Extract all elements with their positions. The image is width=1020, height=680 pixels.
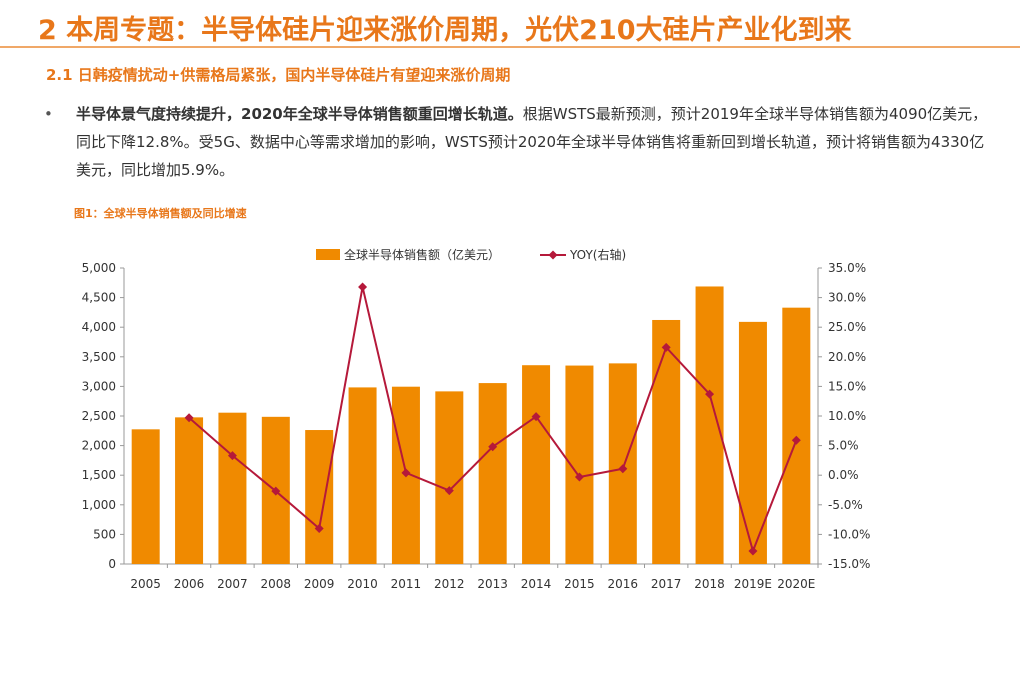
- legend-swatch-sales: [316, 249, 340, 260]
- x-axis-tick-label: 2010: [347, 577, 378, 591]
- x-axis-tick-label: 2017: [651, 577, 682, 591]
- bar: [522, 365, 551, 564]
- x-axis-tick-label: 2018: [694, 577, 725, 591]
- yoy-point: [791, 435, 801, 445]
- x-axis-tick-label: 2011: [391, 577, 422, 591]
- yoy-point: [574, 472, 584, 482]
- legend-marker-yoy: [548, 250, 558, 260]
- title-divider: [0, 46, 1020, 48]
- yoy-point: [748, 546, 758, 556]
- yoy-point: [271, 486, 281, 496]
- x-axis-tick-label: 2005: [130, 577, 161, 591]
- right-axis-tick-label: 30.0%: [828, 291, 866, 305]
- x-axis-tick-label: 2016: [608, 577, 639, 591]
- yoy-point: [314, 523, 324, 533]
- yoy-point: [661, 342, 671, 352]
- bullet-body: 根据WSTS最新预测，预计2019年全球半导体销售额为4090亿美元，同比下降1…: [76, 105, 988, 179]
- x-axis-tick-label: 2007: [217, 577, 248, 591]
- yoy-point: [227, 451, 237, 461]
- left-axis-tick-label: 0: [108, 557, 116, 571]
- yoy-point: [401, 468, 411, 478]
- left-axis-tick-label: 2,000: [82, 439, 116, 453]
- right-axis-tick-label: 15.0%: [828, 379, 866, 393]
- left-axis-tick-label: 2,500: [82, 409, 116, 423]
- left-axis-tick-label: 5,000: [82, 261, 116, 275]
- bullet-lead: 半导体景气度持续提升，2020年全球半导体销售额重回增长轨道。: [76, 105, 523, 123]
- bar: [652, 319, 681, 564]
- right-axis-tick-label: 0.0%: [828, 468, 859, 482]
- legend-label-sales: 全球半导体销售额（亿美元）: [344, 247, 500, 262]
- page-title: 2 本周专题：半导体硅片迎来涨价周期，光伏210大硅片产业化到来: [38, 15, 852, 46]
- right-axis-tick-label: -10.0%: [828, 527, 870, 541]
- right-axis-tick-label: -15.0%: [828, 557, 870, 571]
- bar: [478, 383, 507, 564]
- x-axis-tick-label: 2020E: [777, 577, 815, 591]
- yoy-point: [444, 486, 454, 496]
- figure-caption: 图1：全球半导体销售额及同比增速: [74, 207, 247, 220]
- bar: [738, 321, 767, 564]
- bar: [695, 286, 724, 564]
- right-axis-tick-label: 10.0%: [828, 409, 866, 423]
- bar: [435, 391, 464, 564]
- left-axis-tick-label: 4,000: [82, 320, 116, 334]
- bullet-paragraph: • 半导体景气度持续提升，2020年全球半导体销售额重回增长轨道。根据WSTS最…: [44, 100, 994, 184]
- bar: [175, 417, 204, 564]
- x-axis-tick-label: 2019E: [734, 577, 772, 591]
- x-axis-tick-label: 2008: [261, 577, 292, 591]
- x-axis-tick-label: 2015: [564, 577, 595, 591]
- bullet-icon: •: [44, 105, 53, 123]
- right-axis-tick-label: 25.0%: [828, 320, 866, 334]
- x-axis-tick-label: 2013: [477, 577, 508, 591]
- right-axis-tick-label: 35.0%: [828, 261, 866, 275]
- bar: [131, 429, 160, 564]
- yoy-point: [531, 412, 541, 422]
- left-axis-tick-label: 1,500: [82, 468, 116, 482]
- section-title: 2.1 日韩疫情扰动+供需格局紧张，国内半导体硅片有望迎来涨价周期: [46, 66, 511, 84]
- x-axis-tick-label: 2006: [174, 577, 205, 591]
- x-axis-tick-label: 2012: [434, 577, 465, 591]
- yoy-point: [358, 282, 368, 292]
- left-axis-tick-label: 500: [93, 527, 116, 541]
- bar: [305, 430, 334, 564]
- right-axis-tick-label: 5.0%: [828, 439, 859, 453]
- x-axis-tick-label: 2009: [304, 577, 335, 591]
- left-axis-tick-label: 3,500: [82, 350, 116, 364]
- bar: [608, 363, 637, 564]
- right-axis-tick-label: -5.0%: [828, 498, 863, 512]
- x-axis-tick-label: 2014: [521, 577, 552, 591]
- yoy-point: [618, 464, 628, 474]
- yoy-point: [705, 389, 715, 399]
- legend-label-yoy: YOY(右轴): [569, 247, 626, 262]
- bar: [348, 387, 377, 564]
- bar: [218, 412, 247, 564]
- bullet-text: 半导体景气度持续提升，2020年全球半导体销售额重回增长轨道。根据WSTS最新预…: [76, 100, 994, 184]
- yoy-point: [488, 442, 498, 452]
- left-axis-tick-label: 3,000: [82, 379, 116, 393]
- yoy-point: [184, 413, 194, 423]
- right-axis-tick-label: 20.0%: [828, 350, 866, 364]
- left-axis-tick-label: 1,000: [82, 498, 116, 512]
- left-axis-tick-label: 4,500: [82, 291, 116, 305]
